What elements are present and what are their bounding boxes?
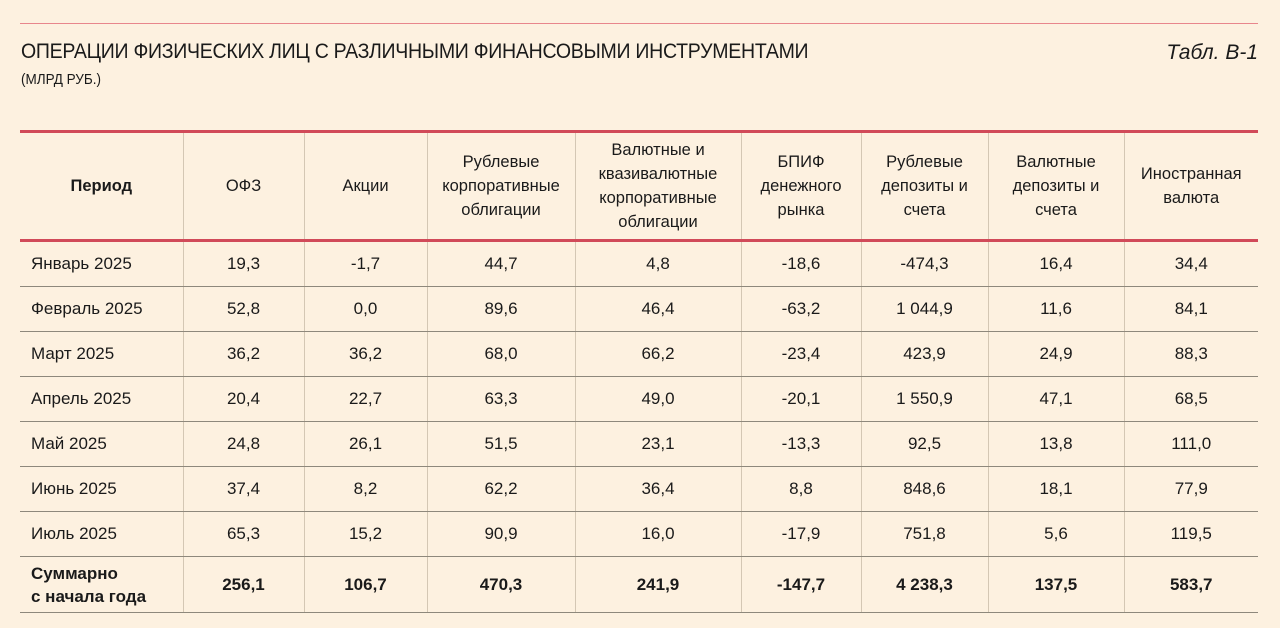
cell-money-market-funds: -23,4 bbox=[740, 331, 861, 377]
cell-fx-deposits: 24,9 bbox=[987, 331, 1124, 377]
cell-stocks: 8,2 bbox=[303, 466, 427, 512]
table-row: Январь 2025 19,3 -1,7 44,7 4,8 -18,6 -474,3 16,… bbox=[20, 240, 1258, 287]
total-fx-deposits: 137,5 bbox=[987, 556, 1124, 613]
table-reference: Табл. В-1 bbox=[1166, 41, 1258, 64]
cell-stocks: 36,2 bbox=[303, 331, 427, 377]
cell-period: Март 2025 bbox=[20, 331, 183, 377]
table-row: Апрель 2025 20,4 22,7 63,3 49,0 -20,1 1 550,9 4… bbox=[20, 376, 1258, 422]
col-fx-corp-bonds: Валютные и квазивалютные корпоративные о… bbox=[574, 131, 741, 241]
header-row: Период ОФЗ Акции Рублевые корпоративные … bbox=[20, 131, 1258, 241]
col-fx-deposits: Валютные депозиты и счета bbox=[987, 131, 1124, 241]
cell-ofz: 52,8 bbox=[182, 286, 304, 332]
cell-rub-deposits: 848,6 bbox=[860, 466, 988, 512]
cell-money-market-funds: -20,1 bbox=[740, 376, 861, 422]
total-row: Суммарно с начала года 256,1 106,7 470,3 241,… bbox=[20, 556, 1258, 613]
cell-rub-deposits: 1 550,9 bbox=[860, 376, 988, 422]
col-rub-corp-bonds: Рублевые корпоративные облигации bbox=[426, 131, 575, 241]
cell-fx-deposits: 18,1 bbox=[987, 466, 1124, 512]
cell-ofz: 36,2 bbox=[182, 331, 304, 377]
cell-fx-corp-bonds: 4,8 bbox=[574, 240, 741, 287]
cell-foreign-currency: 77,9 bbox=[1123, 466, 1258, 512]
total-label-line2: с начала года bbox=[31, 586, 147, 606]
top-rule bbox=[20, 23, 1258, 24]
cell-stocks: 0,0 bbox=[303, 286, 427, 332]
cell-rub-corp-bonds: 44,7 bbox=[426, 240, 575, 287]
cell-period: Февраль 2025 bbox=[20, 286, 183, 332]
table-row: Июнь 2025 37,4 8,2 62,2 36,4 8,8 848,6 18,1 77,9 bbox=[20, 466, 1258, 512]
total-stocks: 106,7 bbox=[303, 556, 427, 613]
cell-ofz: 65,3 bbox=[182, 511, 304, 557]
cell-rub-deposits: 1 044,9 bbox=[860, 286, 988, 332]
cell-ofz: 20,4 bbox=[182, 376, 304, 422]
total-money-market-funds: -147,7 bbox=[740, 556, 861, 613]
cell-fx-deposits: 16,4 bbox=[987, 240, 1124, 287]
cell-period: Апрель 2025 bbox=[20, 376, 183, 422]
table-title: ОПЕРАЦИИ ФИЗИЧЕСКИХ ЛИЦ С РАЗЛИЧНЫМИ ФИН… bbox=[21, 40, 809, 63]
total-ofz: 256,1 bbox=[182, 556, 304, 613]
cell-rub-corp-bonds: 68,0 bbox=[426, 331, 575, 377]
total-fx-corp-bonds: 241,9 bbox=[574, 556, 741, 613]
cell-rub-corp-bonds: 62,2 bbox=[426, 466, 575, 512]
total-foreign-currency: 583,7 bbox=[1123, 556, 1258, 613]
cell-ofz: 37,4 bbox=[182, 466, 304, 512]
cell-rub-deposits: 92,5 bbox=[860, 421, 988, 467]
cell-period: Июнь 2025 bbox=[20, 466, 183, 512]
cell-ofz: 24,8 bbox=[182, 421, 304, 467]
table-row: Март 2025 36,2 36,2 68,0 66,2 -23,4 423,9 24,9 8… bbox=[20, 331, 1258, 377]
col-period: Период bbox=[70, 177, 133, 195]
cell-foreign-currency: 88,3 bbox=[1123, 331, 1258, 377]
total-rub-deposits: 4 238,3 bbox=[860, 556, 988, 613]
col-stocks: Акции bbox=[303, 131, 427, 241]
operations-table: Период ОФЗ Акции Рублевые корпоративные … bbox=[20, 130, 1258, 613]
cell-period: Май 2025 bbox=[20, 421, 183, 467]
cell-money-market-funds: -17,9 bbox=[740, 511, 861, 557]
cell-stocks: 15,2 bbox=[303, 511, 427, 557]
table-units: (МЛРД РУБ.) bbox=[21, 71, 101, 88]
cell-fx-deposits: 11,6 bbox=[987, 286, 1124, 332]
table-row: Февраль 2025 52,8 0,0 89,6 46,4 -63,2 1 044,9 1… bbox=[20, 286, 1258, 332]
cell-fx-corp-bonds: 23,1 bbox=[574, 421, 741, 467]
total-rub-corp-bonds: 470,3 bbox=[426, 556, 575, 613]
cell-fx-corp-bonds: 66,2 bbox=[574, 331, 741, 377]
cell-money-market-funds: -18,6 bbox=[740, 240, 861, 287]
cell-foreign-currency: 119,5 bbox=[1123, 511, 1258, 557]
cell-fx-corp-bonds: 46,4 bbox=[574, 286, 741, 332]
cell-foreign-currency: 68,5 bbox=[1123, 376, 1258, 422]
cell-money-market-funds: -13,3 bbox=[740, 421, 861, 467]
cell-foreign-currency: 84,1 bbox=[1123, 286, 1258, 332]
cell-foreign-currency: 111,0 bbox=[1123, 421, 1258, 467]
cell-total-label: Суммарно с начала года bbox=[20, 556, 183, 613]
cell-rub-corp-bonds: 90,9 bbox=[426, 511, 575, 557]
col-ofz: ОФЗ bbox=[182, 131, 304, 241]
cell-fx-corp-bonds: 16,0 bbox=[574, 511, 741, 557]
col-foreign-currency: Иностранная валюта bbox=[1123, 131, 1258, 241]
cell-rub-deposits: 751,8 bbox=[860, 511, 988, 557]
cell-rub-deposits: -474,3 bbox=[860, 240, 988, 287]
cell-money-market-funds: 8,8 bbox=[740, 466, 861, 512]
table-row: Июль 2025 65,3 15,2 90,9 16,0 -17,9 751,8 5,6 11… bbox=[20, 511, 1258, 557]
cell-rub-corp-bonds: 89,6 bbox=[426, 286, 575, 332]
cell-period: Июль 2025 bbox=[20, 511, 183, 557]
cell-stocks: -1,7 bbox=[303, 240, 427, 287]
col-rub-deposits: Рублевые депозиты и счета bbox=[860, 131, 988, 241]
cell-stocks: 26,1 bbox=[303, 421, 427, 467]
cell-fx-corp-bonds: 36,4 bbox=[574, 466, 741, 512]
cell-period: Январь 2025 bbox=[20, 240, 183, 287]
cell-money-market-funds: -63,2 bbox=[740, 286, 861, 332]
cell-stocks: 22,7 bbox=[303, 376, 427, 422]
cell-fx-corp-bonds: 49,0 bbox=[574, 376, 741, 422]
cell-foreign-currency: 34,4 bbox=[1123, 240, 1258, 287]
total-label-line1: Суммарно bbox=[31, 563, 118, 583]
col-money-market-funds: БПИФ денежного рынка bbox=[740, 131, 861, 241]
cell-ofz: 19,3 bbox=[182, 240, 304, 287]
cell-rub-corp-bonds: 63,3 bbox=[426, 376, 575, 422]
cell-fx-deposits: 5,6 bbox=[987, 511, 1124, 557]
table-row: Май 2025 24,8 26,1 51,5 23,1 -13,3 92,5 13,8 111… bbox=[20, 421, 1258, 467]
cell-rub-corp-bonds: 51,5 bbox=[426, 421, 575, 467]
cell-fx-deposits: 13,8 bbox=[987, 421, 1124, 467]
cell-fx-deposits: 47,1 bbox=[987, 376, 1124, 422]
cell-rub-deposits: 423,9 bbox=[860, 331, 988, 377]
